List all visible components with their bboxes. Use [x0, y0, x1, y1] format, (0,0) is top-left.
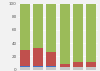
Bar — [46, 52, 56, 66]
Bar — [60, 4, 70, 64]
Bar — [73, 67, 83, 70]
Bar — [73, 4, 83, 62]
Bar — [33, 66, 43, 67]
Bar — [33, 4, 43, 48]
Bar — [46, 4, 56, 52]
Bar — [86, 67, 96, 70]
Bar — [86, 4, 96, 62]
Bar — [86, 62, 96, 67]
Bar — [46, 66, 56, 67]
Bar — [20, 50, 30, 66]
Bar — [60, 64, 70, 67]
Bar — [33, 48, 43, 66]
Bar — [20, 4, 30, 50]
Bar — [20, 66, 30, 67]
Bar — [20, 67, 30, 70]
Bar — [73, 62, 83, 67]
Bar — [33, 67, 43, 70]
Bar — [46, 67, 56, 70]
Bar — [60, 67, 70, 70]
